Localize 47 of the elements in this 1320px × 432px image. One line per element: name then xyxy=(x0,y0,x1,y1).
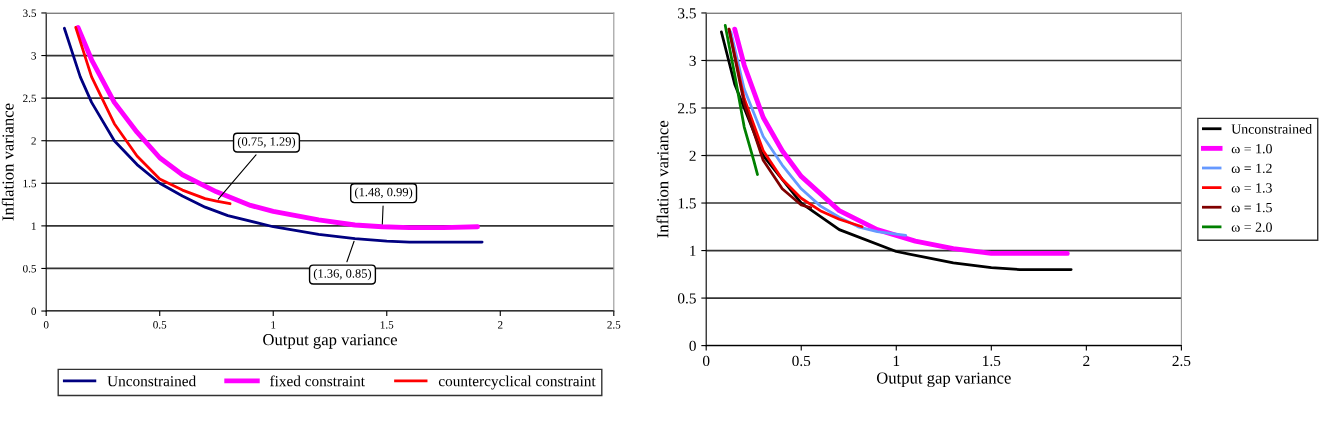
x-tick-label: 2 xyxy=(1083,355,1090,366)
legend-label: Unconstrained xyxy=(107,375,196,387)
y-tick-label: 0 xyxy=(689,340,696,352)
y-tick-label: 2 xyxy=(689,150,696,161)
y-axis-title: Inflation variance xyxy=(656,120,669,238)
y-tick-label: 3 xyxy=(689,55,696,66)
y-tick-label: 3.5 xyxy=(678,8,696,19)
x-tick-label: 0 xyxy=(43,321,49,329)
x-tick-label: 1 xyxy=(893,355,900,366)
line-series xyxy=(723,23,759,176)
x-tick-label: 2.5 xyxy=(607,321,621,329)
x-axis-title: Output gap variance xyxy=(876,372,1011,388)
annotation: (1.36, 0.85) xyxy=(313,268,372,281)
legend-label: fixed constraint xyxy=(269,375,365,387)
legend-label: ω = 2.0 xyxy=(1231,222,1272,232)
x-tick-label: 0 xyxy=(702,355,710,367)
y-tick-label: 0.5 xyxy=(23,264,37,273)
annotation: (1.48, 0.99) xyxy=(354,187,413,199)
y-axis-title: Inflation variance xyxy=(1,103,14,221)
x-tick-label: 2 xyxy=(497,321,503,329)
y-tick-label: 0.5 xyxy=(677,293,696,304)
x-tick-label: 1.5 xyxy=(380,321,394,329)
y-tick-label: 2 xyxy=(31,137,36,145)
line-series xyxy=(727,27,813,210)
y-tick-label: 0 xyxy=(31,307,37,315)
y-tick-label: 1.5 xyxy=(23,179,37,188)
y-tick-label: 2.5 xyxy=(23,94,37,103)
y-tick-label: 3 xyxy=(31,52,37,60)
x-tick-label: 0.5 xyxy=(153,321,167,329)
legend-label: ω = 1.5 xyxy=(1231,202,1272,213)
y-tick-label: 1 xyxy=(690,245,696,256)
legend-label: Unconstrained xyxy=(1231,123,1313,134)
y-tick-label: 1 xyxy=(31,222,36,230)
y-tick-label: 1.5 xyxy=(678,198,696,209)
legend-label: ω = 1.0 xyxy=(1231,143,1272,154)
x-tick-label: 1 xyxy=(271,321,276,329)
y-tick-label: 2.5 xyxy=(678,103,696,114)
x-tick-label: 0.5 xyxy=(792,355,811,367)
legend-label: countercyclical constraint xyxy=(438,375,596,390)
x-tick-label: 2.5 xyxy=(1172,355,1191,367)
annotation: (0.75, 1.29) xyxy=(237,136,296,149)
y-tick-label: 3.5 xyxy=(23,9,37,17)
x-axis-title: Output gap variance xyxy=(263,334,397,349)
legend-label: ω = 1.2 xyxy=(1231,163,1272,174)
line-series xyxy=(74,26,232,206)
x-tick-label: 1.5 xyxy=(983,355,1001,367)
legend-label: ω = 1.3 xyxy=(1231,183,1272,193)
